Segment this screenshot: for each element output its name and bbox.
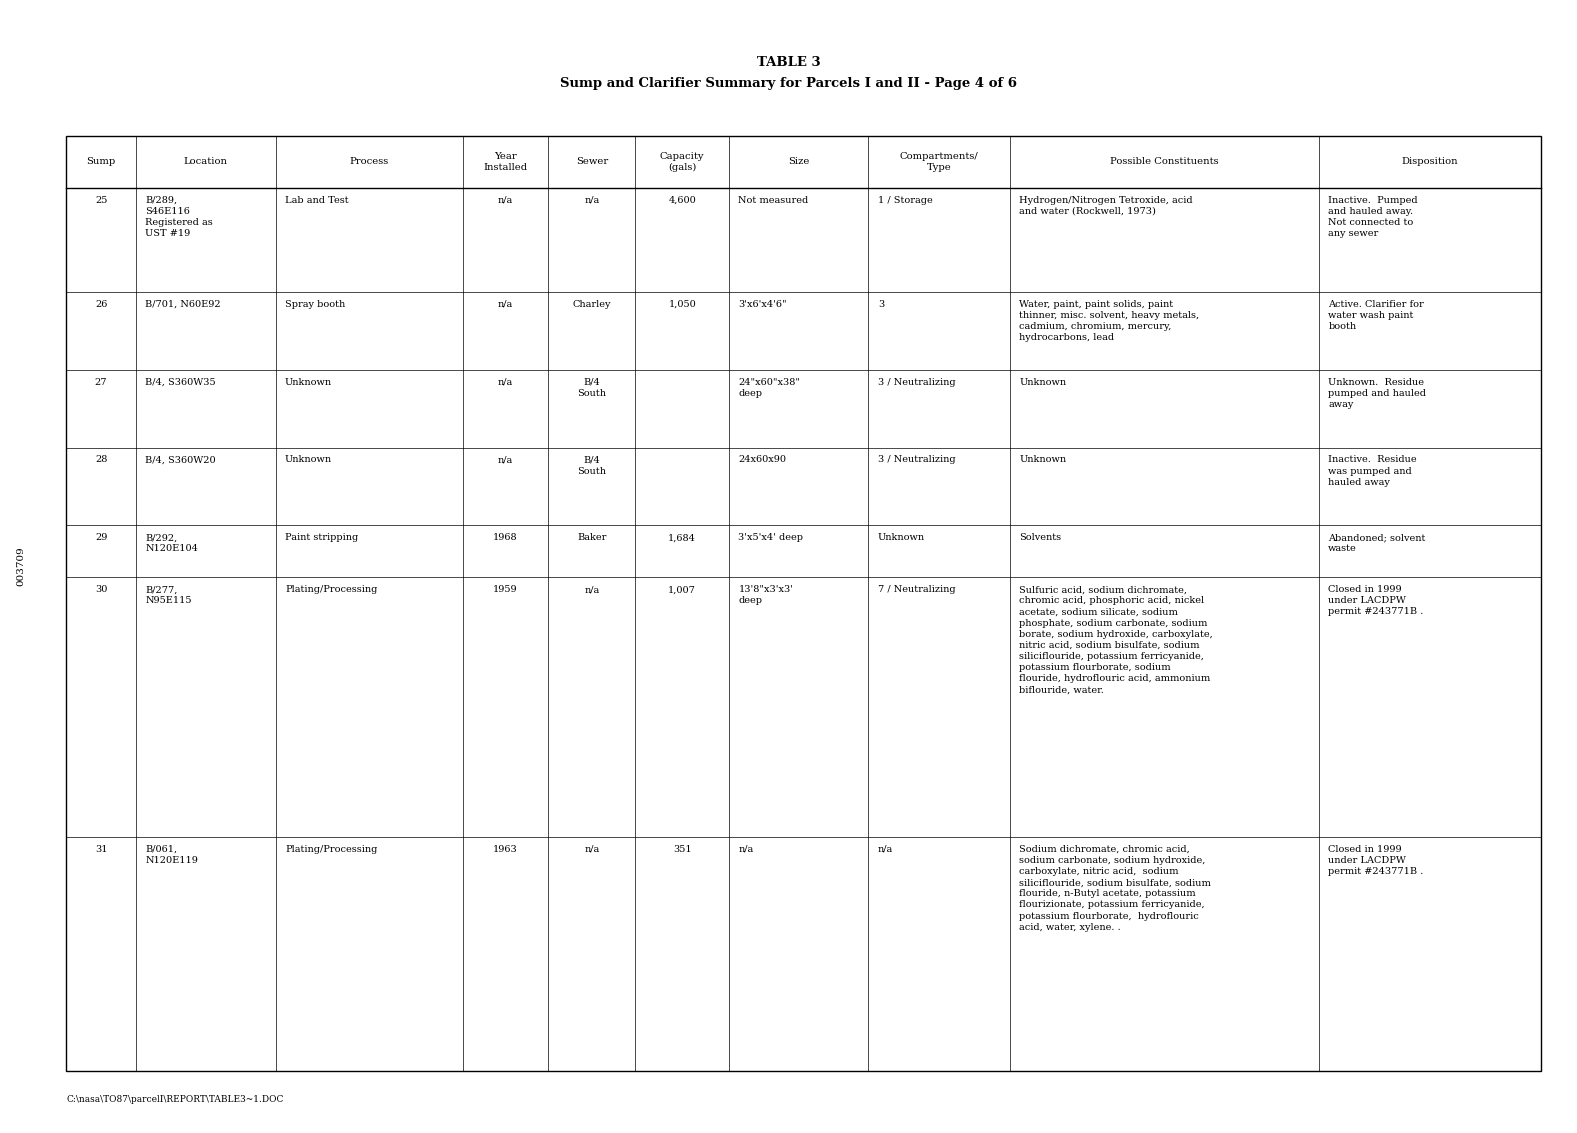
Text: 1 / Storage: 1 / Storage <box>878 196 932 205</box>
Text: Closed in 1999
under LACDPW
permit #243771B .: Closed in 1999 under LACDPW permit #2437… <box>1328 586 1424 616</box>
Text: 003709: 003709 <box>16 546 25 587</box>
Text: Active. Clarifier for
water wash paint
booth: Active. Clarifier for water wash paint b… <box>1328 299 1424 331</box>
Text: Sump and Clarifier Summary for Parcels I and II - Page 4 of 6: Sump and Clarifier Summary for Parcels I… <box>560 77 1017 91</box>
Text: n/a: n/a <box>583 196 599 205</box>
Text: 28: 28 <box>95 455 107 465</box>
Text: 7 / Neutralizing: 7 / Neutralizing <box>878 586 956 595</box>
Text: n/a: n/a <box>498 196 513 205</box>
Text: Capacity
(gals): Capacity (gals) <box>659 152 705 172</box>
Text: TABLE 3: TABLE 3 <box>757 56 820 69</box>
Text: Unknown: Unknown <box>1019 455 1066 465</box>
Text: Sewer: Sewer <box>576 157 609 167</box>
Text: 29: 29 <box>95 534 107 543</box>
Text: 1,684: 1,684 <box>669 534 695 543</box>
Text: B/4, S360W20: B/4, S360W20 <box>145 455 216 465</box>
Text: 27: 27 <box>95 377 107 386</box>
Text: n/a: n/a <box>498 377 513 386</box>
Text: Baker: Baker <box>577 534 607 543</box>
Text: B/701, N60E92: B/701, N60E92 <box>145 299 221 308</box>
Text: 3 / Neutralizing: 3 / Neutralizing <box>878 455 956 465</box>
Text: 26: 26 <box>95 299 107 308</box>
Text: Sodium dichromate, chromic acid,
sodium carbonate, sodium hydroxide,
carboxylate: Sodium dichromate, chromic acid, sodium … <box>1019 845 1211 931</box>
Text: Solvents: Solvents <box>1019 534 1061 543</box>
Text: 25: 25 <box>95 196 107 205</box>
Text: B/4
South: B/4 South <box>577 455 606 476</box>
Text: B/277,
N95E115: B/277, N95E115 <box>145 586 192 605</box>
Text: n/a: n/a <box>878 845 893 854</box>
Text: Unknown: Unknown <box>878 534 926 543</box>
Text: 31: 31 <box>95 845 107 854</box>
Text: Charley: Charley <box>572 299 610 308</box>
Text: 24"x60"x38"
deep: 24"x60"x38" deep <box>738 377 801 398</box>
Text: Water, paint, paint solids, paint
thinner, misc. solvent, heavy metals,
cadmium,: Water, paint, paint solids, paint thinne… <box>1019 299 1199 342</box>
Text: 3: 3 <box>878 299 885 308</box>
Text: 24x60x90: 24x60x90 <box>738 455 787 465</box>
Text: Inactive.  Residue
was pumped and
hauled away: Inactive. Residue was pumped and hauled … <box>1328 455 1416 487</box>
Text: 1,007: 1,007 <box>669 586 695 595</box>
Text: B/4, S360W35: B/4, S360W35 <box>145 377 216 386</box>
Text: 3'x5'x4' deep: 3'x5'x4' deep <box>738 534 803 543</box>
Text: B/4
South: B/4 South <box>577 377 606 398</box>
Text: Closed in 1999
under LACDPW
permit #243771B .: Closed in 1999 under LACDPW permit #2437… <box>1328 845 1424 876</box>
Bar <box>66 136 1541 1071</box>
Text: Paint stripping: Paint stripping <box>285 534 358 543</box>
Text: Unknown: Unknown <box>285 455 333 465</box>
Text: 1,050: 1,050 <box>669 299 695 308</box>
Text: B/289,
S46E116
Registered as
UST #19: B/289, S46E116 Registered as UST #19 <box>145 196 213 238</box>
Text: Compartments/
Type: Compartments/ Type <box>899 152 978 171</box>
Text: Inactive.  Pumped
and hauled away.
Not connected to
any sewer: Inactive. Pumped and hauled away. Not co… <box>1328 196 1418 238</box>
Text: n/a: n/a <box>498 455 513 465</box>
Text: 4,600: 4,600 <box>669 196 695 205</box>
Text: Location: Location <box>185 157 227 167</box>
Text: Plating/Processing: Plating/Processing <box>285 845 377 854</box>
Text: Plating/Processing: Plating/Processing <box>285 586 377 595</box>
Text: Unknown: Unknown <box>1019 377 1066 386</box>
Text: Process: Process <box>350 157 388 167</box>
Text: 30: 30 <box>95 586 107 595</box>
Text: 1959: 1959 <box>494 586 517 595</box>
Text: Unknown: Unknown <box>285 377 333 386</box>
Text: Year
Installed: Year Installed <box>483 152 527 171</box>
Text: Size: Size <box>788 157 809 167</box>
Text: 3'x6'x4'6": 3'x6'x4'6" <box>738 299 787 308</box>
Text: n/a: n/a <box>583 586 599 595</box>
Text: Possible Constituents: Possible Constituents <box>1110 157 1219 167</box>
Text: Disposition: Disposition <box>1402 157 1459 167</box>
Text: 3 / Neutralizing: 3 / Neutralizing <box>878 377 956 386</box>
Text: Abandoned; solvent
waste: Abandoned; solvent waste <box>1328 534 1426 553</box>
Text: Sulfuric acid, sodium dichromate,
chromic acid, phosphoric acid, nickel
acetate,: Sulfuric acid, sodium dichromate, chromi… <box>1019 586 1213 695</box>
Text: C:\nasa\TO87\parcelI\REPORT\TABLE3~1.DOC: C:\nasa\TO87\parcelI\REPORT\TABLE3~1.DOC <box>66 1094 284 1104</box>
Text: Unknown.  Residue
pumped and hauled
away: Unknown. Residue pumped and hauled away <box>1328 377 1426 409</box>
Text: Sump: Sump <box>87 157 115 167</box>
Text: B/292,
N120E104: B/292, N120E104 <box>145 534 199 553</box>
Text: 1963: 1963 <box>494 845 517 854</box>
Text: n/a: n/a <box>738 845 754 854</box>
Text: Hydrogen/Nitrogen Tetroxide, acid
and water (Rockwell, 1973): Hydrogen/Nitrogen Tetroxide, acid and wa… <box>1019 196 1192 216</box>
Text: n/a: n/a <box>498 299 513 308</box>
Text: 1968: 1968 <box>494 534 517 543</box>
Text: n/a: n/a <box>583 845 599 854</box>
Text: 13'8"x3'x3'
deep: 13'8"x3'x3' deep <box>738 586 793 605</box>
Text: Lab and Test: Lab and Test <box>285 196 349 205</box>
Text: Not measured: Not measured <box>738 196 809 205</box>
Text: B/061,
N120E119: B/061, N120E119 <box>145 845 199 864</box>
Text: Spray booth: Spray booth <box>285 299 345 308</box>
Text: 351: 351 <box>673 845 691 854</box>
